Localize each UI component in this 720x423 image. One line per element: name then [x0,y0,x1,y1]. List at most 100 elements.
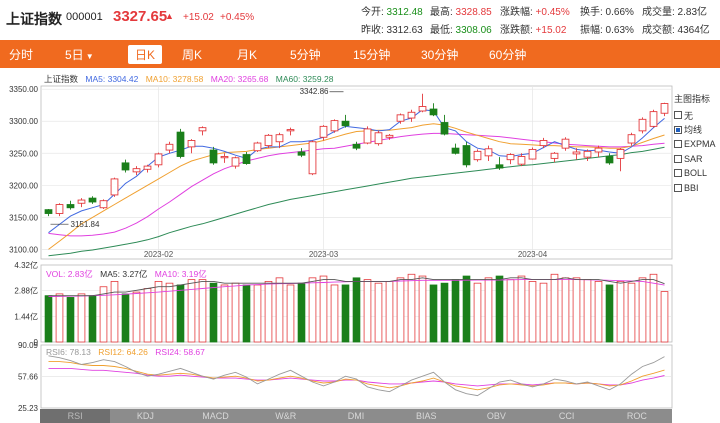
indicator-option-3[interactable]: SAR [674,152,720,167]
candle-body [231,157,240,167]
index-code: 000001 [66,11,103,23]
candle-body [473,150,482,161]
tab-2[interactable]: 日K [128,45,163,64]
stat-7: 涨跌额: +15.02 [500,21,566,36]
checkbox-icon[interactable] [674,169,682,178]
checkbox-icon[interactable] [674,183,682,192]
indicator-option-5[interactable]: BBI [674,181,720,196]
stat-8: 振幅: 0.63% [580,21,634,36]
index-price: 3327.65 [113,8,168,25]
candle-body [319,125,328,138]
volume-bar [209,282,218,343]
checkbox-icon[interactable] [674,154,682,163]
indicator-option-label: EXPMA [684,139,716,150]
stat-value: 3328.85 [452,7,492,18]
volume-bar [506,279,515,343]
stat-0: 今开: 3312.48 [361,3,423,18]
tab-6[interactable]: 15分钟 [353,48,391,62]
period-tab-bar: 分时 5日 ▼ 日K 周K 月K 5分钟 15分钟 30分钟 60分钟 [0,40,720,68]
indicator-tab-0[interactable]: RSI [40,409,111,423]
price-tick-label: 3250.00 [9,149,38,158]
indicator-tab-6[interactable]: OBV [486,411,506,421]
volume-bar [352,277,361,343]
tab-4[interactable]: 月K [237,48,258,62]
volume-bar [88,295,97,343]
candle-body [363,128,372,144]
indicator-tab-3[interactable]: W&R [275,411,297,421]
tab-8[interactable]: 60分钟 [489,48,527,62]
volume-bar [220,284,229,343]
tab-1[interactable]: 5日 ▼ [65,48,94,62]
indicator-tab-8[interactable]: ROC [626,411,647,421]
volume-bar [418,275,427,343]
candle-body [143,165,152,170]
legend-vol: VOL: 2.83亿 [46,269,93,279]
volume-bar [99,286,108,343]
stat-5: 昨收: 3312.63 [361,21,423,36]
price-tick-label: 3300.00 [9,117,38,126]
stat-value: 0.66% [602,7,634,18]
volume-bar [132,291,141,343]
indicator-tab-bar: RSI KDJ MACD W&R DMI BIAS OBV CCI ROC [40,409,672,423]
volume-tick-label: 0 [34,338,39,347]
volume-bar [297,282,306,343]
volume-tick-label: 1.44亿 [14,311,38,321]
tab-7[interactable]: 30分钟 [421,48,459,62]
candle-body [396,114,405,122]
indicator-tab-5[interactable]: BIAS [415,411,437,421]
volume-bar [198,279,207,343]
stat-value: 3312.63 [383,25,423,36]
volume-bar [286,284,295,343]
volume-bar [627,282,636,343]
checkbox-icon[interactable] [674,125,682,134]
stat-value: 3308.06 [452,25,492,36]
stat-value: +0.45% [532,7,570,18]
volume-bar [539,282,548,343]
stat-1: 最高: 3328.85 [430,3,492,18]
stat-label: 涨跌额: [500,25,533,36]
volume-bar [616,280,625,343]
stat-label: 成交额: [642,25,675,36]
indicator-tab-2[interactable]: MACD [202,411,229,421]
volume-bar [374,282,383,343]
candle-body [242,154,251,164]
candle-body [550,152,559,159]
volume-bar [605,284,614,343]
indicator-tab-1[interactable]: KDJ [136,411,154,421]
tab-5[interactable]: 5分钟 [290,48,321,62]
checkbox-icon[interactable] [674,111,682,120]
indicator-option-2[interactable]: EXPMA [674,137,720,152]
candle-body [308,141,317,175]
date-tick-label: 2023-04 [518,250,548,259]
tab-3[interactable]: 周K [182,48,203,62]
volume-bar [264,280,273,343]
volume-bar [385,280,394,343]
main-indicator-list: 无均线 EXPMA SAR BOLL BBI [674,108,720,195]
stat-4: 成交量: 2.83亿 [642,3,707,18]
rsi-tick-label: 90.09 [18,341,39,350]
tab-0[interactable]: 分时 [9,48,34,62]
indicator-tab-7[interactable]: CCI [558,411,575,421]
candle-body [561,138,570,149]
volume-bar [231,282,240,343]
volume-bar [451,279,460,343]
candle-body [66,204,75,209]
candle-body [44,209,53,214]
candle-body [429,108,438,116]
stat-label: 昨收: [361,25,384,36]
indicator-option-1[interactable]: 均线 [674,123,720,138]
indicator-option-0[interactable]: 无 [674,108,720,123]
indicator-tab-4[interactable]: DMI [347,411,365,421]
indicator-option-4[interactable]: BOLL [674,166,720,181]
price-legend: 上证指数 MA5: 3304.42 MA10: 3278.58 MA20: 32… [44,73,338,85]
candle-body [110,178,119,196]
price-tick-label: 3350.00 [9,85,38,94]
rsi-tick-label: 25.23 [18,404,39,413]
checkbox-icon[interactable] [674,140,682,149]
candle-body [649,111,658,127]
candle-body [605,156,614,164]
stat-3: 换手: 0.66% [580,3,634,18]
volume-tick-label: 4.32亿 [14,260,38,270]
index-name: 上证指数 [6,11,62,27]
